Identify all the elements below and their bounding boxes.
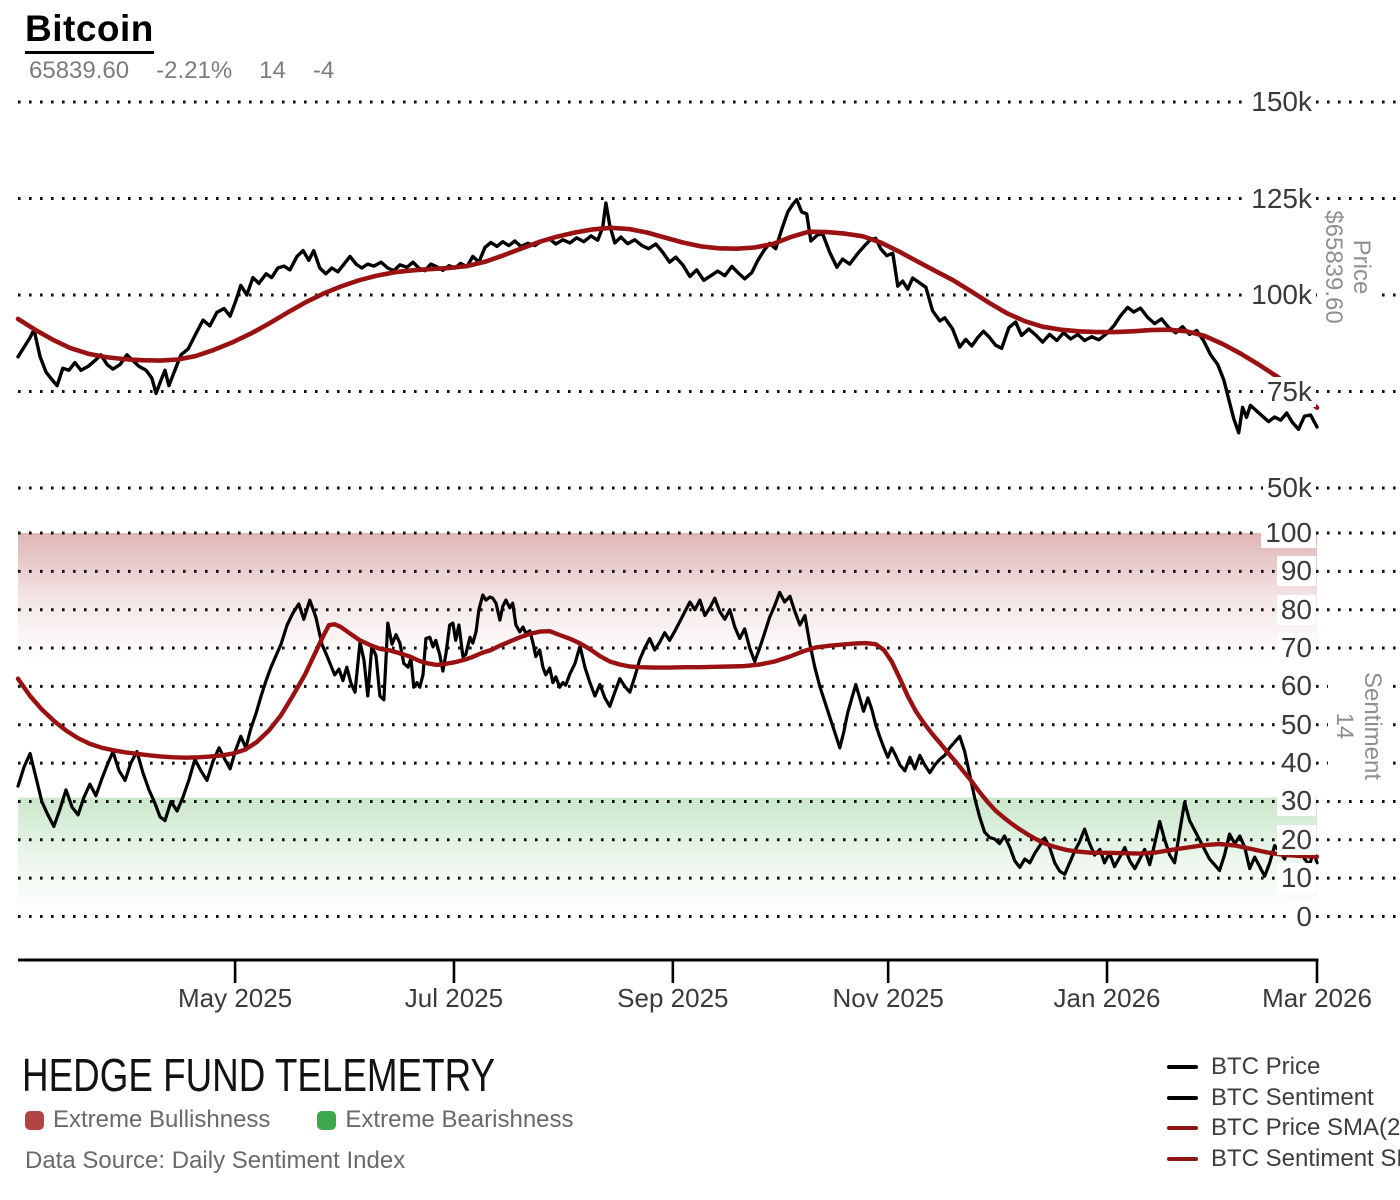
legend-label: BTC Price SMA(2 (1211, 1114, 1400, 1142)
band-legend: Extreme Bullishness Extreme Bearishness (25, 1106, 574, 1134)
legend-item-btc-sentiment-sma[interactable]: BTC Sentiment SM (1167, 1144, 1400, 1175)
price-y-tick-label: 125k (1247, 183, 1316, 214)
legend-item-btc-price-sma[interactable]: BTC Price SMA(2 (1167, 1113, 1400, 1144)
sentiment-y-tick-label: 100 (1261, 518, 1316, 548)
series-legend: BTC Price BTC Sentiment BTC Price SMA(2 … (1167, 1052, 1400, 1174)
bullish-zone-band (18, 533, 1317, 660)
sentiment-y-tick-label: 80 (1276, 594, 1316, 625)
band-legend-item-bearish: Extreme Bearishness (317, 1106, 574, 1134)
btc-sentiment-sma-line-swatch (1167, 1156, 1198, 1161)
price-sentiment-chart (15, 100, 1400, 983)
extreme-bearishness-swatch (317, 1110, 337, 1130)
sentiment-axis-title-line1: Sentiment (1359, 671, 1386, 781)
x-tick-label: Mar 2026 (1262, 983, 1372, 1013)
price-axis-title-line2: $65839.60 (1320, 210, 1347, 324)
bullish-zone-band (18, 797, 1317, 917)
band-legend-label: Extreme Bullishness (53, 1106, 271, 1133)
price-y-tick-label: 75k (1262, 376, 1316, 407)
sentiment-y-tick-label: 90 (1276, 556, 1316, 587)
legend-label: BTC Sentiment SM (1211, 1144, 1400, 1172)
btc-price-line (16, 197, 1319, 435)
legend-label: BTC Sentiment (1211, 1083, 1374, 1111)
sentiment-change-value: -4 (312, 57, 335, 84)
price-y-tick-label: 50k (1262, 473, 1316, 503)
change-percent-value: -2.21% (156, 57, 233, 84)
brand-title: HEDGE FUND TELEMETRY (22, 1049, 496, 1101)
btc-price-line-swatch (1167, 1065, 1198, 1070)
legend-item-btc-price[interactable]: BTC Price (1167, 1052, 1400, 1083)
page-title: Bitcoin (25, 8, 154, 54)
legend-item-btc-sentiment[interactable]: BTC Sentiment (1167, 1083, 1400, 1114)
btc-sentiment-sma-line (15, 622, 1320, 859)
btc-price-sma-line-swatch (1167, 1126, 1198, 1131)
btc-sentiment-line (16, 590, 1319, 878)
sentiment-y-tick-label: 0 (1292, 901, 1316, 932)
extreme-bullishness-swatch (25, 1110, 44, 1130)
x-tick-label: Jul 2025 (404, 983, 504, 1013)
sentiment-y-tick-label: 60 (1276, 671, 1316, 702)
x-tick-label: Sep 2025 (617, 983, 729, 1013)
sentiment-value: 14 (259, 57, 286, 84)
header-stats: 65839.60 -2.21% 14 -4 (29, 57, 334, 85)
sentiment-y-tick-label: 10 (1276, 863, 1316, 894)
sentiment-y-tick-label: 30 (1276, 786, 1316, 817)
sentiment-axis-title-line2: 14 (1331, 712, 1358, 740)
btc-sentiment-line-swatch (1167, 1095, 1198, 1100)
x-tick-label: Nov 2025 (832, 983, 944, 1013)
sentiment-y-tick-label: 70 (1276, 633, 1316, 664)
last-price-value: 65839.60 (29, 57, 130, 84)
price-y-tick-label: 150k (1247, 87, 1316, 117)
price-axis-title-line1: Price (1348, 239, 1375, 295)
data-source-note: Data Source: Daily Sentiment Index (25, 1147, 406, 1174)
price-y-tick-label: 100k (1247, 280, 1316, 310)
legend-label: BTC Price (1211, 1053, 1321, 1081)
band-legend-item-bullish: Extreme Bullishness (25, 1106, 270, 1134)
sentiment-y-tick-label: 50 (1276, 709, 1316, 740)
x-tick-label: May 2025 (177, 983, 293, 1013)
btc-price-sma-line (15, 225, 1320, 411)
sentiment-y-tick-label: 20 (1276, 824, 1316, 855)
sentiment-axis-title: Sentiment 14 (1328, 663, 1388, 789)
band-legend-label: Extreme Bearishness (345, 1106, 574, 1133)
x-tick-label: Jan 2026 (1053, 983, 1161, 1013)
sentiment-y-tick-label: 40 (1276, 748, 1316, 779)
price-axis-title: Price $65839.60 (1317, 202, 1377, 332)
